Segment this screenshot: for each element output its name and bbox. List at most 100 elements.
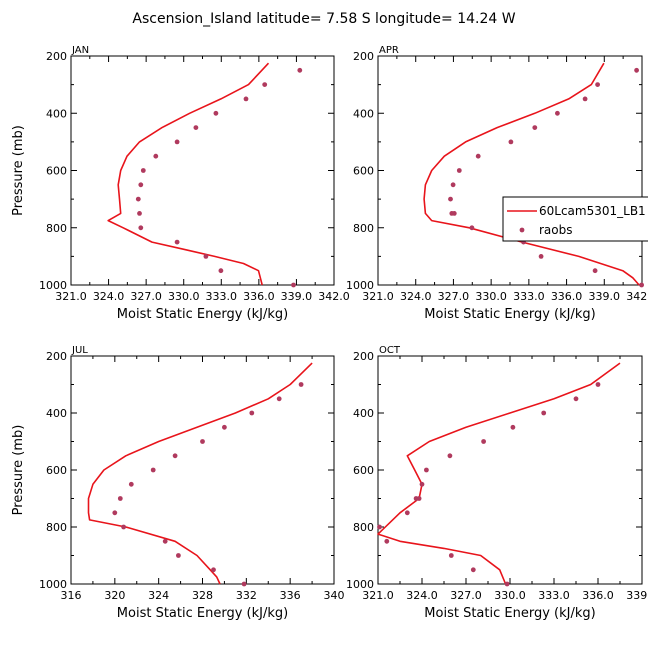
- model-profile-line: [423, 62, 640, 286]
- raobs-point: [121, 524, 126, 530]
- raobs-point: [470, 567, 476, 573]
- x-tick-label: 339.0: [281, 290, 313, 303]
- figure-title: Ascension_Island latitude= 7.58 S longit…: [132, 11, 515, 27]
- raobs-point: [117, 496, 123, 501]
- raobs-point: [573, 396, 579, 402]
- x-tick-label: 339.0: [589, 290, 621, 303]
- raobs-point: [404, 510, 410, 516]
- x-tick-label: 342.0: [626, 290, 648, 303]
- model-profile-line: [87, 362, 313, 585]
- raobs-point: [377, 524, 382, 530]
- raobs-point: [510, 424, 516, 430]
- raobs-point: [538, 254, 544, 259]
- y-tick-label: 600: [46, 464, 67, 477]
- x-tick-label: 342.0: [318, 290, 350, 303]
- y-tick-label: 400: [46, 407, 67, 420]
- raobs-point: [297, 67, 303, 73]
- legend-label-obs: raobs: [539, 223, 573, 237]
- x-tick-label: 336.0: [243, 290, 275, 303]
- raobs-point: [413, 496, 419, 501]
- x-tick-label: 336.0: [551, 290, 583, 303]
- x-axis-label: Moist Static Energy (kJ/kg): [424, 307, 595, 322]
- raobs-point: [153, 153, 159, 159]
- raobs-point: [211, 567, 216, 573]
- x-tick-label: 320: [104, 589, 125, 602]
- panel-jul: JUL 316 320 324 328 332 336 340 200 400 600 800 1000…: [11, 345, 345, 621]
- raobs-point: [218, 268, 224, 274]
- x-tick-label: 321.0: [362, 589, 394, 602]
- raobs-point: [634, 67, 639, 73]
- y-axis-label: Pressure (mb): [11, 425, 26, 516]
- panel-label: APR: [379, 45, 399, 56]
- raobs-point: [595, 82, 600, 87]
- raobs-point: [128, 481, 134, 487]
- raobs-point: [137, 211, 142, 216]
- x-tick-label: 330.0: [475, 290, 507, 303]
- x-axis-label: Moist Static Energy (kJ/kg): [424, 606, 595, 621]
- raobs-point: [241, 581, 247, 587]
- raobs-point: [595, 382, 601, 387]
- y-tick-label: 800: [46, 521, 67, 534]
- x-tick-label: 333.0: [206, 290, 238, 303]
- x-tick-label: 327.0: [438, 290, 470, 303]
- raobs-point: [249, 410, 255, 416]
- panels: JAN 321.0 324.0 327.0 330.0 333.0 336.0 339.0 34…: [11, 45, 648, 621]
- y-tick-label: 200: [353, 350, 374, 363]
- x-tick-label: 336.0: [582, 589, 614, 602]
- plot-frame: [70, 355, 335, 585]
- model-profile-line: [107, 62, 270, 286]
- y-tick-label: 400: [353, 107, 374, 120]
- raobs-point: [424, 467, 429, 473]
- x-tick-label: 316: [61, 589, 82, 602]
- raobs-point: [481, 439, 486, 444]
- x-tick-label: 324.0: [406, 589, 438, 602]
- panel-label: JAN: [71, 45, 89, 56]
- y-tick-label: 400: [353, 407, 374, 420]
- raobs-point: [532, 125, 538, 130]
- y-tick-label: 800: [353, 521, 374, 534]
- x-tick-label: 327.0: [130, 290, 162, 303]
- raobs-point: [592, 268, 598, 274]
- y-tick-label: 600: [353, 165, 374, 178]
- raobs-point: [276, 396, 282, 402]
- x-tick-label: 336: [280, 589, 301, 602]
- x-tick-label: 327.0: [450, 589, 482, 602]
- raobs-point: [138, 225, 144, 231]
- legend-label-model: 60Lcam5301_LB1: [539, 204, 646, 218]
- raobs-point: [555, 110, 560, 116]
- x-tick-label: 328: [192, 589, 213, 602]
- raobs-point: [504, 581, 510, 587]
- x-tick-label: 332: [236, 589, 257, 602]
- raobs-point: [508, 139, 514, 145]
- x-tick-label: 340: [324, 589, 345, 602]
- y-tick-label: 400: [46, 107, 67, 120]
- raobs-point: [582, 96, 588, 102]
- raobs-point: [451, 211, 457, 216]
- raobs-point: [174, 139, 180, 145]
- panel-label: JUL: [71, 345, 88, 356]
- x-tick-label: 324.0: [400, 290, 432, 303]
- raobs-point: [193, 125, 199, 130]
- raobs-point: [448, 553, 454, 558]
- raobs-point: [140, 168, 146, 173]
- raobs-point: [176, 553, 181, 558]
- plot-frame: [377, 55, 643, 286]
- x-tick-label: 330.0: [168, 290, 200, 303]
- raobs-point: [450, 182, 456, 188]
- model-profile-line: [377, 362, 621, 585]
- x-axis-label: Moist Static Energy (kJ/kg): [117, 307, 288, 322]
- raobs-point: [469, 225, 475, 231]
- raobs-point: [262, 82, 268, 87]
- panel-label: OCT: [379, 345, 401, 356]
- legend-dot-swatch: [519, 227, 525, 233]
- y-axis-label: Pressure (mb): [11, 125, 26, 216]
- raobs-point: [291, 282, 296, 288]
- panel-oct: OCT 321.0 324.0 327.0 330.0 333.0 336.0 339.0 20…: [346, 345, 648, 621]
- x-tick-label: 324: [148, 589, 169, 602]
- raobs-point: [475, 153, 481, 159]
- raobs-point: [112, 510, 118, 516]
- raobs-point: [222, 424, 227, 430]
- y-tick-label: 1000: [346, 578, 374, 591]
